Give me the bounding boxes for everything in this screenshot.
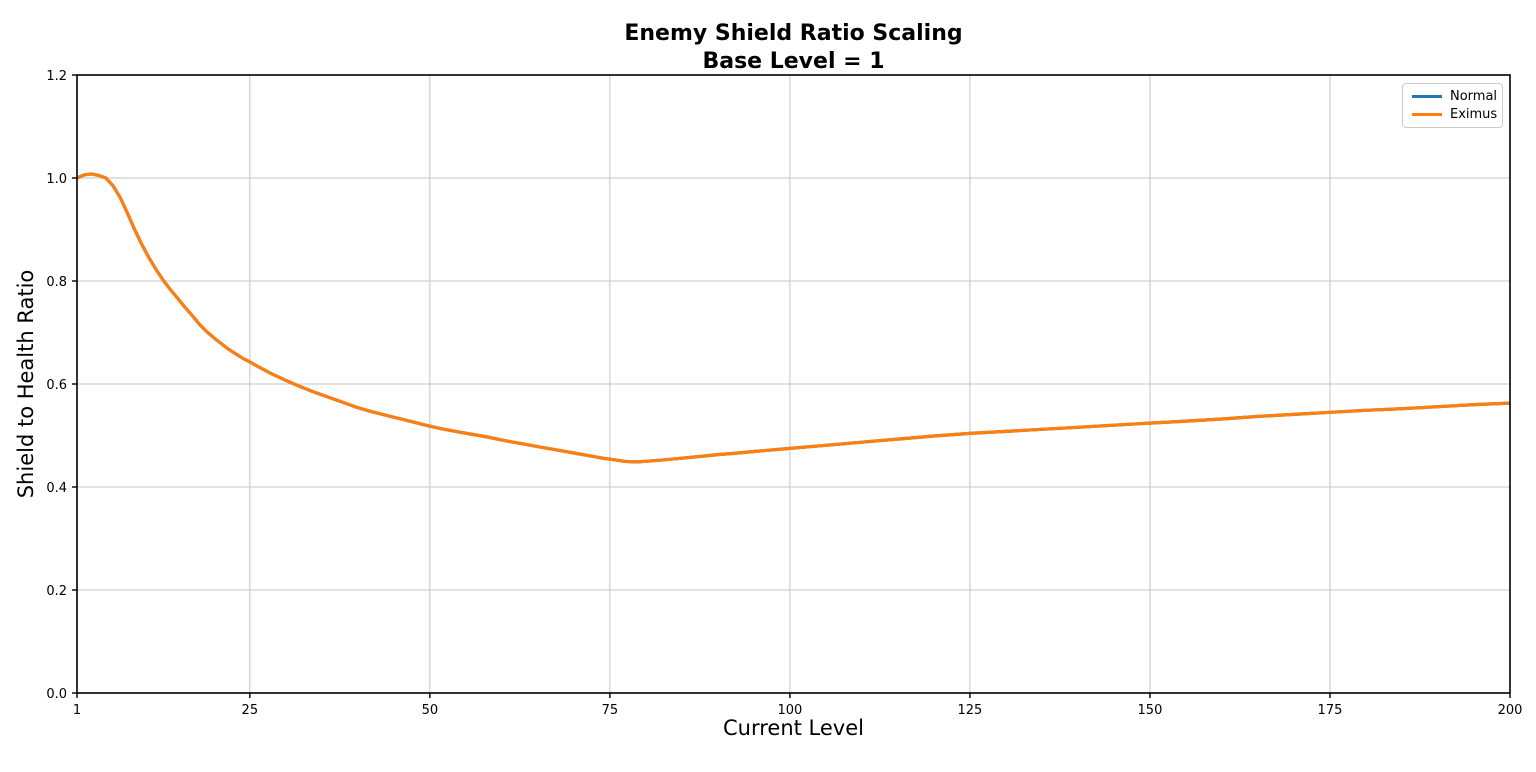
- y-tick-label: 1.0: [46, 172, 67, 187]
- series-line-normal: [76, 172, 1511, 464]
- x-tick-label: 175: [1318, 703, 1343, 718]
- y-axis-label: Shield to Health Ratio: [14, 269, 38, 499]
- x-tick-label: 200: [1498, 703, 1523, 718]
- chart-title-line1: Enemy Shield Ratio Scaling: [624, 21, 963, 46]
- legend-label-normal: Normal: [1450, 89, 1498, 104]
- chart-title-line2: Base Level = 1: [702, 48, 885, 74]
- series-line-eximus: [76, 172, 1511, 464]
- x-tick-label: 25: [242, 703, 259, 718]
- x-tick-label: 125: [958, 703, 983, 718]
- legend-item-normal: Normal: [1403, 89, 1502, 104]
- chart-title: Enemy Shield Ratio Scaling Base Level = …: [77, 20, 1510, 75]
- y-tick-label: 0.0: [46, 687, 67, 702]
- y-tick-label: 0.8: [46, 275, 67, 290]
- y-tick-label: 0.6: [46, 378, 67, 393]
- y-tick-label: 0.4: [46, 481, 67, 496]
- legend-item-eximus: Eximus: [1403, 107, 1502, 122]
- eximus-line-swatch: [1412, 113, 1442, 116]
- y-tick-label: 0.2: [46, 584, 67, 599]
- normal-line-swatch: [1412, 95, 1442, 98]
- y-tick-label: 1.2: [46, 69, 67, 84]
- legend: Normal Eximus: [1402, 83, 1503, 128]
- x-tick-label: 75: [602, 703, 619, 718]
- x-tick-label: 1: [73, 703, 81, 718]
- x-axis-label: Current Level: [723, 716, 864, 740]
- x-tick-label: 150: [1138, 703, 1163, 718]
- legend-label-eximus: Eximus: [1450, 107, 1498, 122]
- x-tick-label: 100: [777, 703, 802, 718]
- x-tick-label: 50: [422, 703, 439, 718]
